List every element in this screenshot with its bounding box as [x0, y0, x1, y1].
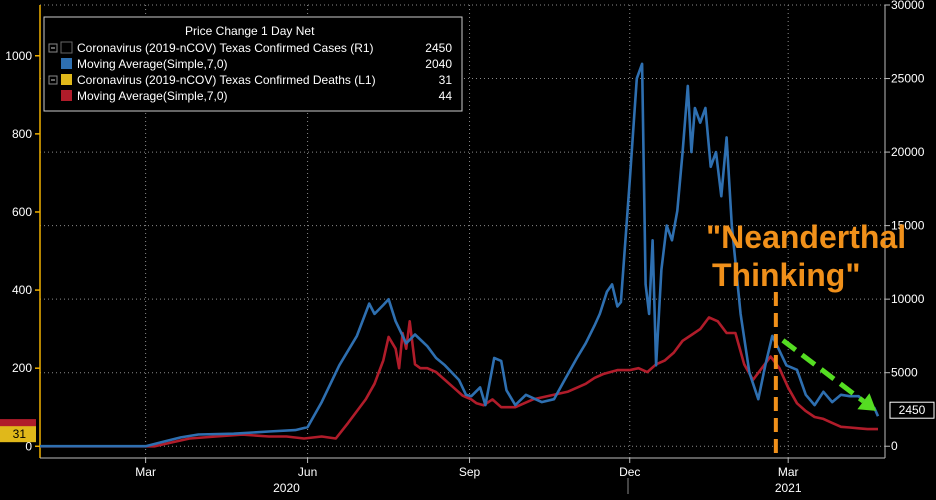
legend-swatch	[61, 74, 72, 85]
right-tick-label: 15000	[891, 219, 925, 233]
annotation-layer: "Neanderthal Thinking"	[706, 219, 906, 458]
x-tick-label: Jun	[298, 465, 317, 479]
right-tick-label: 5000	[891, 366, 918, 380]
cases-moving-average-line	[40, 62, 880, 448]
legend: Price Change 1 Day Net Coronavirus (2019…	[43, 16, 463, 112]
legend-value: 44	[439, 89, 453, 103]
right-axis-ticks: 0 5000 10000 15000 20000 25000 30000	[885, 0, 925, 453]
legend-collapse-box	[48, 75, 58, 85]
legend-value: 2040	[425, 57, 452, 71]
legend-box	[43, 16, 463, 112]
legend-label: Coronavirus (2019-nCOV) Texas Confirmed …	[77, 41, 374, 55]
annotation-arrow	[781, 338, 865, 404]
cases-last-value-label: 2450	[899, 403, 926, 417]
right-tick-label: 25000	[891, 72, 925, 86]
last-value-labels: 2450 31	[0, 401, 935, 443]
left-tick-label: 800	[12, 127, 32, 141]
x-axis-ticks: Mar Jun Sep Dec Mar 2020 2021	[135, 458, 802, 495]
x-tick-label: Dec	[619, 465, 640, 479]
legend-value: 2450	[425, 41, 452, 55]
x-year-label: 2021	[775, 481, 802, 495]
left-tick-label: 600	[12, 205, 32, 219]
legend-label: Coronavirus (2019-nCOV) Texas Confirmed …	[77, 73, 376, 87]
left-tick-label: 1000	[5, 49, 32, 63]
left-tick-label: 400	[12, 283, 32, 297]
x-year-label: 2020	[273, 481, 300, 495]
legend-label: Moving Average(Simple,7,0)	[77, 89, 228, 103]
deaths-last-value-label: 31	[13, 427, 27, 441]
legend-swatch	[60, 41, 73, 54]
annotation-text-line1: "Neanderthal	[706, 219, 906, 255]
legend-collapse-box	[48, 43, 58, 53]
legend-swatch	[61, 90, 72, 101]
annotation-text-line2: Thinking"	[712, 257, 860, 293]
legend-header: Price Change 1 Day Net	[185, 24, 315, 38]
x-tick-label: Mar	[135, 465, 156, 479]
legend-entries: Coronavirus (2019-nCOV) Texas Confirmed …	[48, 41, 453, 103]
axes	[39, 5, 886, 494]
legend-label: Moving Average(Simple,7,0)	[77, 57, 228, 71]
legend-value: 31	[439, 73, 453, 87]
x-tick-label: Sep	[459, 465, 481, 479]
x-tick-label: Mar	[778, 465, 799, 479]
right-tick-label: 20000	[891, 145, 925, 159]
left-axis-ticks: 0 200 400 600 800 1000	[5, 49, 40, 453]
right-tick-label: 10000	[891, 292, 925, 306]
annotation-arrow-head	[857, 393, 877, 411]
deaths-last-value-box	[0, 426, 36, 443]
left-tick-label: 0	[25, 439, 32, 453]
legend-swatch	[61, 58, 72, 69]
right-tick-label: 30000	[891, 0, 925, 12]
right-tick-label: 0	[891, 439, 898, 453]
left-tick-label: 200	[12, 361, 32, 375]
cases-last-value-box	[889, 401, 935, 419]
